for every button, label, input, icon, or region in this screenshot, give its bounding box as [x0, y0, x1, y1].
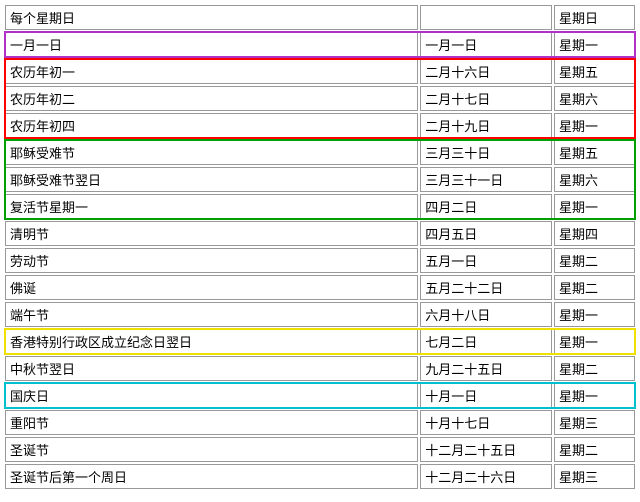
holiday-weekday-cell: 星期六: [554, 86, 635, 111]
holiday-weekday-cell: 星期一: [554, 32, 635, 57]
holiday-date-cell: 四月二日: [420, 194, 552, 219]
table-row: 重阳节十月十七日星期三: [5, 410, 635, 435]
holiday-name-cell: 中秋节翌日: [5, 356, 418, 381]
holiday-weekday-cell: 星期二: [554, 248, 635, 273]
holiday-date-cell: [420, 5, 552, 30]
holiday-weekday-cell: 星期一: [554, 194, 635, 219]
holiday-date-cell: 三月三十一日: [420, 167, 552, 192]
holiday-date-cell: 二月十六日: [420, 59, 552, 84]
table-row: 耶稣受难节翌日三月三十一日星期六: [5, 167, 635, 192]
table-row: 国庆日十月一日星期一: [5, 383, 635, 408]
holiday-table: 每个星期日星期日一月一日一月一日星期一农历年初一二月十六日星期五农历年初二二月十…: [3, 3, 637, 491]
holiday-name-cell: 圣诞节后第一个周日: [5, 464, 418, 489]
table-row: 清明节四月五日星期四: [5, 221, 635, 246]
holiday-date-cell: 十月十七日: [420, 410, 552, 435]
holiday-name-cell: 农历年初一: [5, 59, 418, 84]
table-row: 耶稣受难节三月三十日星期五: [5, 140, 635, 165]
holiday-date-cell: 十二月二十六日: [420, 464, 552, 489]
table-row: 中秋节翌日九月二十五日星期二: [5, 356, 635, 381]
holiday-weekday-cell: 星期三: [554, 410, 635, 435]
table-row: 农历年初一二月十六日星期五: [5, 59, 635, 84]
holiday-name-cell: 复活节星期一: [5, 194, 418, 219]
holiday-name-cell: 耶稣受难节翌日: [5, 167, 418, 192]
holiday-weekday-cell: 星期二: [554, 356, 635, 381]
holiday-name-cell: 耶稣受难节: [5, 140, 418, 165]
table-row: 一月一日一月一日星期一: [5, 32, 635, 57]
holiday-weekday-cell: 星期一: [554, 302, 635, 327]
table-row: 端午节六月十八日星期一: [5, 302, 635, 327]
holiday-name-cell: 国庆日: [5, 383, 418, 408]
table-row: 复活节星期一四月二日星期一: [5, 194, 635, 219]
holiday-name-cell: 香港特别行政区成立纪念日翌日: [5, 329, 418, 354]
holiday-date-cell: 七月二日: [420, 329, 552, 354]
holiday-date-cell: 二月十七日: [420, 86, 552, 111]
holiday-weekday-cell: 星期日: [554, 5, 635, 30]
holiday-date-cell: 九月二十五日: [420, 356, 552, 381]
table-row: 农历年初四二月十九日星期一: [5, 113, 635, 138]
holiday-name-cell: 农历年初二: [5, 86, 418, 111]
holiday-name-cell: 圣诞节: [5, 437, 418, 462]
table-container: 每个星期日星期日一月一日一月一日星期一农历年初一二月十六日星期五农历年初二二月十…: [3, 3, 637, 491]
table-row: 每个星期日 星期日: [5, 5, 635, 30]
holiday-name-cell: 农历年初四: [5, 113, 418, 138]
holiday-name-cell: 每个星期日: [5, 5, 418, 30]
table-row: 劳动节五月一日星期二: [5, 248, 635, 273]
holiday-weekday-cell: 星期三: [554, 464, 635, 489]
holiday-weekday-cell: 星期一: [554, 113, 635, 138]
holiday-weekday-cell: 星期二: [554, 437, 635, 462]
holiday-weekday-cell: 星期六: [554, 167, 635, 192]
table-row: 农历年初二二月十七日星期六: [5, 86, 635, 111]
holiday-weekday-cell: 星期五: [554, 140, 635, 165]
holiday-date-cell: 一月一日: [420, 32, 552, 57]
holiday-name-cell: 重阳节: [5, 410, 418, 435]
holiday-weekday-cell: 星期二: [554, 275, 635, 300]
holiday-name-cell: 佛诞: [5, 275, 418, 300]
table-row: 佛诞五月二十二日星期二: [5, 275, 635, 300]
holiday-date-cell: 四月五日: [420, 221, 552, 246]
table-row: 圣诞节十二月二十五日星期二: [5, 437, 635, 462]
table-row: 香港特别行政区成立纪念日翌日七月二日星期一: [5, 329, 635, 354]
table-row: 圣诞节后第一个周日十二月二十六日星期三: [5, 464, 635, 489]
holiday-name-cell: 一月一日: [5, 32, 418, 57]
holiday-date-cell: 六月十八日: [420, 302, 552, 327]
holiday-name-cell: 劳动节: [5, 248, 418, 273]
holiday-date-cell: 二月十九日: [420, 113, 552, 138]
holiday-weekday-cell: 星期一: [554, 329, 635, 354]
holiday-weekday-cell: 星期四: [554, 221, 635, 246]
holiday-date-cell: 十二月二十五日: [420, 437, 552, 462]
holiday-name-cell: 清明节: [5, 221, 418, 246]
holiday-date-cell: 十月一日: [420, 383, 552, 408]
holiday-date-cell: 五月二十二日: [420, 275, 552, 300]
holiday-date-cell: 三月三十日: [420, 140, 552, 165]
holiday-weekday-cell: 星期一: [554, 383, 635, 408]
holiday-name-cell: 端午节: [5, 302, 418, 327]
holiday-weekday-cell: 星期五: [554, 59, 635, 84]
holiday-date-cell: 五月一日: [420, 248, 552, 273]
